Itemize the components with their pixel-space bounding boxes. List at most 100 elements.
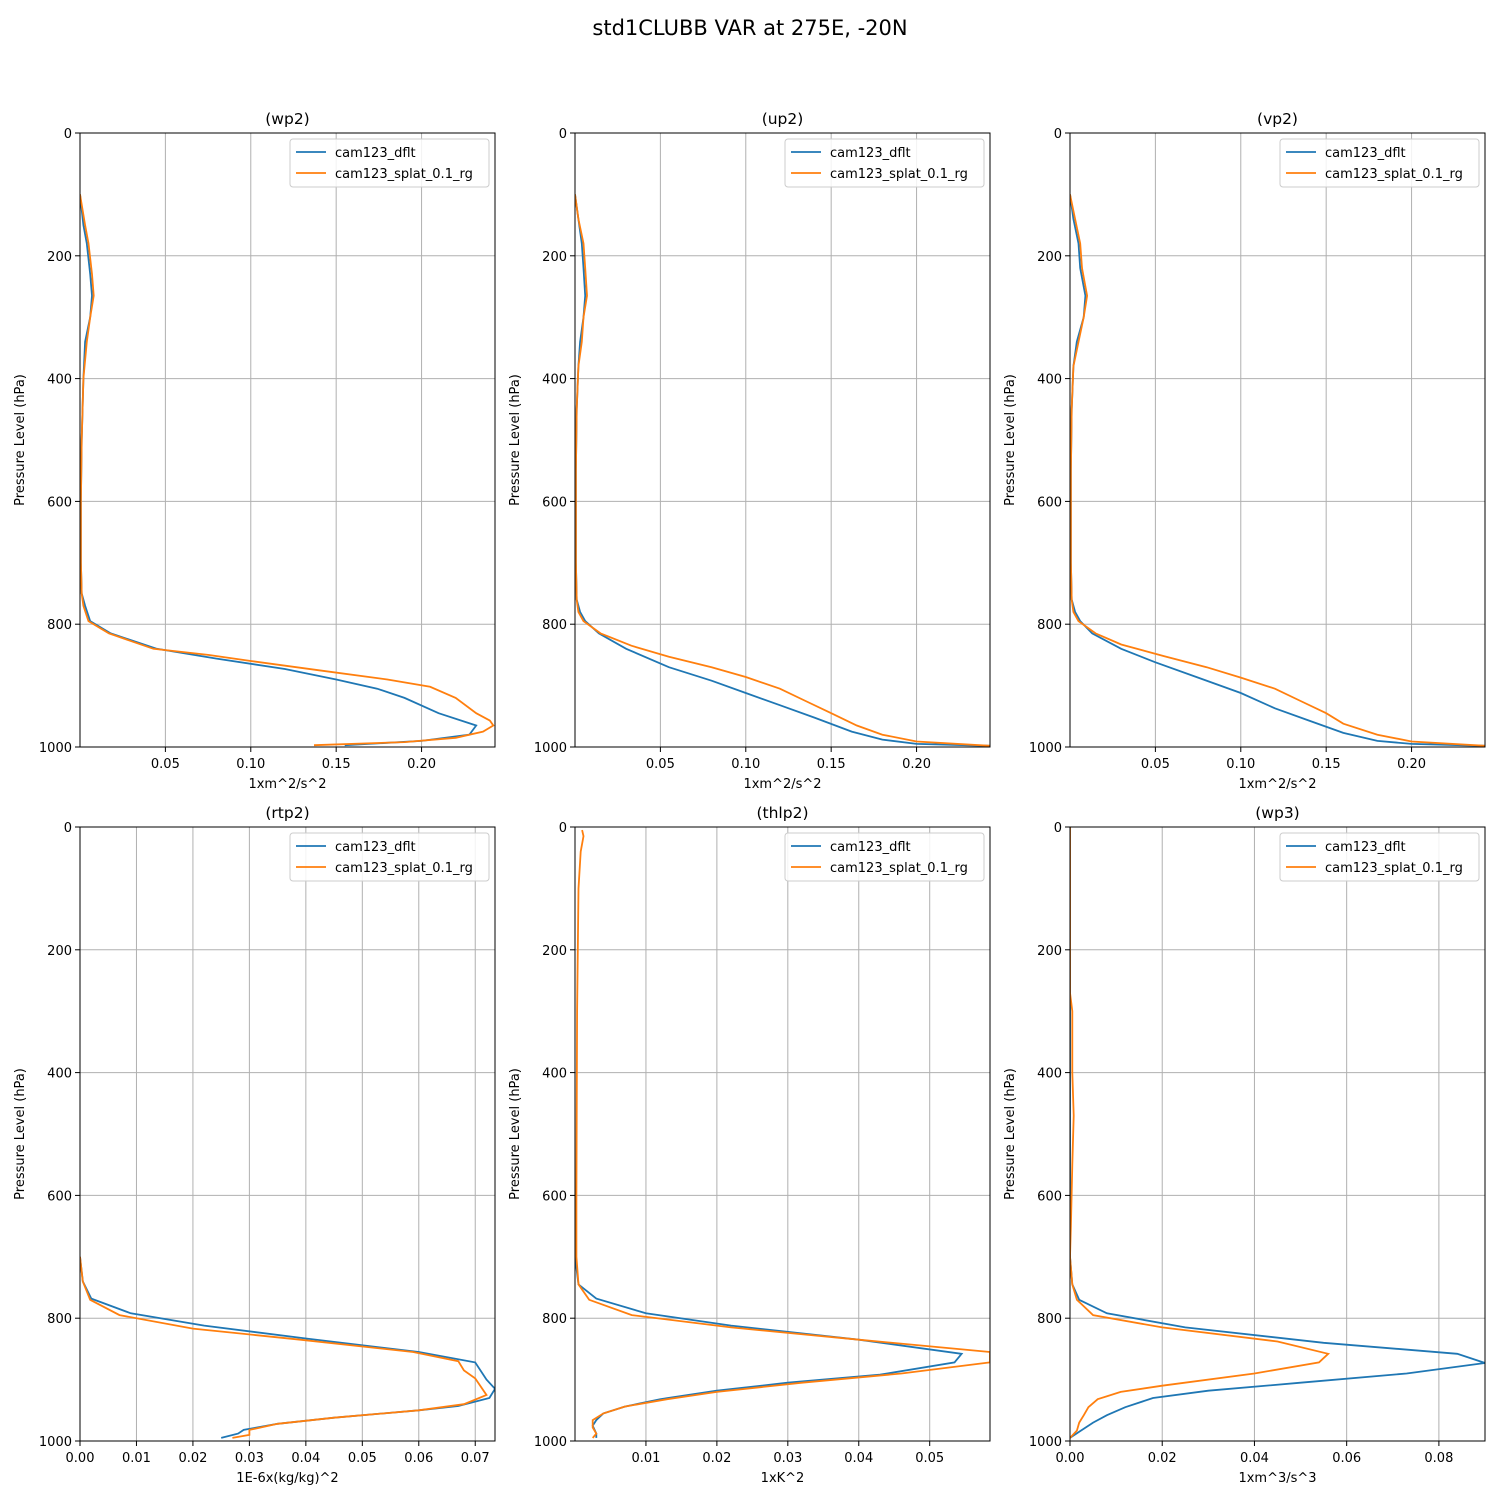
y-tick-label: 1000: [39, 741, 72, 756]
x-tick-label: 0.04: [1240, 1451, 1269, 1466]
legend-box: [1279, 138, 1480, 188]
subplot-wp3: 0.00 0.02 0.04 0.06 0.08 0 200 400 600 800 1000 (wp…: [1003, 804, 1486, 1486]
subplot-title: (thlp2): [756, 804, 808, 822]
y-tick-label: 400: [47, 1067, 72, 1082]
x-tick-label: 0.20: [1397, 757, 1426, 772]
y-axis-label: Pressure Level (hPa): [13, 1068, 28, 1200]
x-axis-label: 1xm^2/s^2: [1238, 777, 1316, 792]
y-tick-label: 600: [1037, 495, 1062, 510]
x-tick-label: 0.04: [844, 1451, 873, 1466]
series-line-cam123_splat_0.1_rg: [1070, 194, 1485, 747]
legend: cam123_dflt cam123_splat_0.1_rg: [1279, 138, 1480, 188]
subplot-title: (wp2): [265, 110, 309, 128]
legend-label: cam123_dflt: [830, 146, 911, 161]
y-tick-label: 200: [1037, 944, 1062, 959]
x-tick-label: 0.03: [235, 1451, 264, 1466]
x-tick-label: 0.05: [348, 1451, 377, 1466]
x-tick-label: 0.00: [1056, 1451, 1085, 1466]
legend: cam123_dflt cam123_splat_0.1_rg: [784, 832, 985, 882]
x-tick-label: 0.05: [915, 1451, 944, 1466]
y-axis-label: Pressure Level (hPa): [508, 1068, 523, 1200]
y-tick-label: 800: [542, 1312, 567, 1327]
x-tick-label: 0.15: [1312, 757, 1341, 772]
legend-label: cam123_dflt: [1325, 840, 1406, 855]
y-tick-label: 200: [47, 250, 72, 265]
series-line-cam123_dflt: [575, 1256, 964, 1438]
legend-label: cam123_splat_0.1_rg: [830, 861, 968, 876]
y-tick-label: 600: [1037, 1189, 1062, 1204]
y-tick-label: 0: [559, 127, 567, 142]
y-axis-label: Pressure Level (hPa): [508, 374, 523, 506]
x-tick-label: 0.04: [291, 1451, 320, 1466]
subplot-title: (up2): [762, 110, 804, 128]
x-tick-label: 0.05: [1141, 757, 1170, 772]
y-tick-label: 400: [1037, 373, 1062, 388]
y-tick-label: 200: [542, 250, 567, 265]
x-tick-label: 0.05: [151, 757, 180, 772]
x-tick-label: 0.08: [1424, 1451, 1453, 1466]
y-tick-label: 0: [559, 821, 567, 836]
y-tick-label: 200: [47, 944, 72, 959]
y-tick-label: 400: [542, 1067, 567, 1082]
y-tick-label: 0: [64, 821, 72, 836]
x-tick-label: 0.01: [631, 1451, 660, 1466]
subplot-title: (wp3): [1255, 804, 1299, 822]
legend-box: [289, 138, 490, 188]
x-tick-label: 0.06: [404, 1451, 433, 1466]
x-tick-label: 0.10: [731, 757, 760, 772]
y-tick-label: 600: [542, 1189, 567, 1204]
y-tick-label: 200: [542, 944, 567, 959]
legend-label: cam123_splat_0.1_rg: [830, 167, 968, 182]
page-title: std1CLUBB VAR at 275E, -20N: [592, 16, 908, 40]
y-tick-label: 200: [1037, 250, 1062, 265]
y-tick-label: 800: [1037, 618, 1062, 633]
y-tick-label: 400: [1037, 1067, 1062, 1082]
y-axis-label: Pressure Level (hPa): [13, 374, 28, 506]
subplot-title: (rtp2): [265, 804, 309, 822]
y-tick-label: 400: [542, 373, 567, 388]
series-line-cam123_dflt: [80, 1256, 495, 1439]
y-tick-label: 400: [47, 373, 72, 388]
legend: cam123_dflt cam123_splat_0.1_rg: [1279, 832, 1480, 882]
axes-frame: [1069, 826, 1486, 1442]
subplot-thlp2: 0.01 0.02 0.03 0.04 0.05 0 200 400 600 800 1000 (th…: [508, 804, 991, 1486]
subplot-rtp2: 0.00 0.01 0.02 0.03 0.04 0.05 0.06 0.07 0 200 400 6…: [13, 804, 496, 1486]
y-tick-label: 1000: [534, 741, 567, 756]
y-axis-label: Pressure Level (hPa): [1003, 374, 1018, 506]
legend-box: [784, 832, 985, 882]
y-tick-label: 1000: [1029, 1435, 1062, 1450]
series-line-cam123_splat_0.1_rg: [575, 829, 990, 1439]
x-tick-label: 0.02: [702, 1451, 731, 1466]
x-axis-label: 1xm^3/s^3: [1238, 1471, 1316, 1486]
x-tick-label: 0.20: [407, 757, 436, 772]
series-line-cam123_splat_0.1_rg: [80, 1256, 488, 1439]
subplot-up2: 0.05 0.10 0.15 0.20 0 200 400 600 800 1000 (up2) 1x…: [508, 110, 991, 792]
axes-frame: [79, 132, 496, 748]
x-tick-label: 0.15: [817, 757, 846, 772]
legend-box: [1279, 832, 1480, 882]
axes-frame: [574, 132, 991, 748]
legend-label: cam123_splat_0.1_rg: [1325, 861, 1463, 876]
series-line-cam123_dflt: [1070, 827, 1485, 1439]
x-tick-label: 0.03: [773, 1451, 802, 1466]
series-line-cam123_dflt: [1070, 194, 1485, 747]
x-tick-label: 0.01: [122, 1451, 151, 1466]
y-tick-label: 0: [1054, 127, 1062, 142]
y-tick-label: 800: [1037, 1312, 1062, 1327]
x-tick-label: 0.07: [461, 1451, 490, 1466]
series-line-cam123_dflt: [575, 194, 990, 747]
subplot-wp2: 0.05 0.10 0.15 0.20 0 200 400 600 800 1000 (wp2) 1x…: [13, 110, 496, 792]
axes-frame: [1069, 132, 1486, 748]
subplot-vp2: 0.05 0.10 0.15 0.20 0 200 400 600 800 1000 (vp2) 1x…: [1003, 110, 1486, 792]
legend: cam123_dflt cam123_splat_0.1_rg: [289, 138, 490, 188]
x-tick-label: 0.20: [902, 757, 931, 772]
series-line-cam123_splat_0.1_rg: [1070, 827, 1331, 1439]
x-tick-label: 0.06: [1332, 1451, 1361, 1466]
legend-box: [289, 832, 490, 882]
series-line-cam123_splat_0.1_rg: [575, 194, 990, 747]
y-axis-label: Pressure Level (hPa): [1003, 1068, 1018, 1200]
subplot-title: (vp2): [1257, 110, 1298, 128]
y-tick-label: 1000: [39, 1435, 72, 1450]
y-tick-label: 800: [47, 1312, 72, 1327]
